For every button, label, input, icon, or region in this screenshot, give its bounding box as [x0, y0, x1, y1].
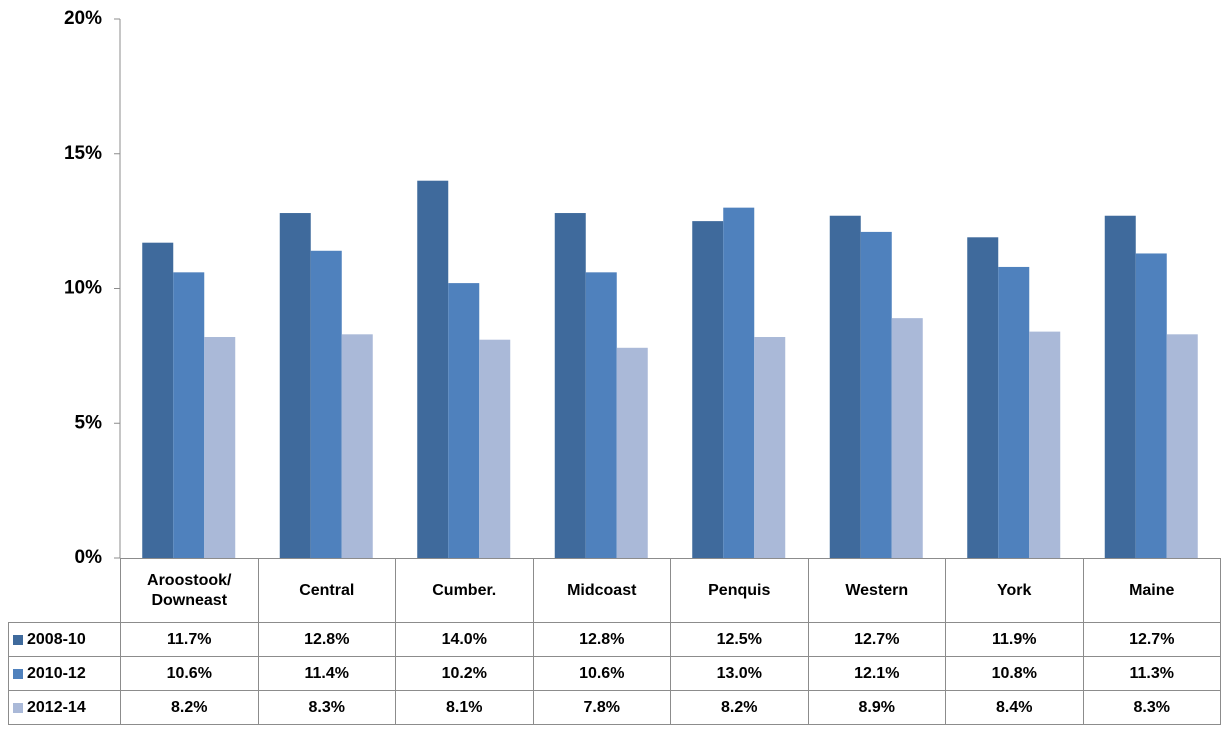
- bar: [1166, 334, 1198, 558]
- data-label: 12.1%: [807, 656, 946, 691]
- bar: [479, 339, 511, 558]
- bar: [1029, 331, 1061, 558]
- data-label: 10.2%: [395, 656, 534, 691]
- bar: [279, 213, 311, 559]
- x-tick-label: Central: [257, 558, 396, 623]
- bar: [341, 334, 373, 558]
- x-tick-label: Western: [807, 558, 946, 623]
- bar: [616, 347, 648, 558]
- data-label: 12.7%: [807, 622, 946, 657]
- bar: [448, 283, 480, 558]
- bar: [585, 272, 617, 558]
- y-tick-label: 0%: [75, 547, 103, 568]
- data-label: 8.4%: [945, 690, 1084, 725]
- x-tick-label: York: [945, 558, 1084, 623]
- y-tick-label: 10%: [64, 278, 102, 299]
- data-label: 8.1%: [395, 690, 534, 725]
- x-tick-label: Cumber.: [395, 558, 534, 623]
- bar: [554, 213, 586, 559]
- bar: [142, 242, 174, 558]
- data-label: 7.8%: [532, 690, 671, 725]
- data-label: 13.0%: [670, 656, 809, 691]
- data-label: 11.7%: [120, 622, 259, 657]
- y-tick-label: 15%: [64, 143, 102, 164]
- legend-label: 2010-12: [27, 664, 86, 682]
- data-label: 11.4%: [257, 656, 396, 691]
- data-label: 12.5%: [670, 622, 809, 657]
- data-label: 10.6%: [532, 656, 671, 691]
- legend-label: 2012-14: [27, 698, 86, 716]
- data-label: 11.9%: [945, 622, 1084, 657]
- x-tick-label: Aroostook/ Downeast: [120, 558, 259, 623]
- data-label: 10.6%: [120, 656, 259, 691]
- bar: [417, 180, 449, 558]
- bar: [173, 272, 205, 558]
- data-label: 10.8%: [945, 656, 1084, 691]
- x-tick-label: Midcoast: [532, 558, 671, 623]
- bar: [754, 337, 786, 558]
- x-tick-label: Penquis: [670, 558, 809, 623]
- legend-entry: 2012-14: [8, 690, 121, 725]
- data-label: 12.8%: [532, 622, 671, 657]
- legend-key: [13, 702, 23, 713]
- bar: [1104, 215, 1136, 559]
- data-label: 14.0%: [395, 622, 534, 657]
- bar: [860, 231, 892, 558]
- data-label: 12.8%: [257, 622, 396, 657]
- legend-entry: 2008-10: [8, 622, 121, 657]
- y-tick-label: 5%: [75, 412, 103, 433]
- data-label: 8.3%: [1082, 690, 1221, 725]
- data-label: 8.2%: [670, 690, 809, 725]
- bar: [310, 250, 342, 558]
- data-label: 8.9%: [807, 690, 946, 725]
- bar: [967, 237, 999, 559]
- legend-entry: 2010-12: [8, 656, 121, 691]
- bar: [723, 207, 755, 558]
- bar: [998, 266, 1030, 558]
- x-tick-label: Maine: [1082, 558, 1221, 623]
- legend-key: [13, 634, 23, 645]
- bar: [1135, 253, 1167, 558]
- bar: [692, 221, 724, 558]
- legend-key: [13, 668, 23, 679]
- bar: [891, 318, 923, 558]
- y-tick-label: 20%: [64, 8, 102, 29]
- bar: [829, 215, 861, 559]
- data-label: 12.7%: [1082, 622, 1221, 657]
- bar: [204, 337, 236, 558]
- data-label: 8.2%: [120, 690, 259, 725]
- data-label: 11.3%: [1082, 656, 1221, 691]
- data-label: 8.3%: [257, 690, 396, 725]
- legend-label: 2008-10: [27, 630, 86, 648]
